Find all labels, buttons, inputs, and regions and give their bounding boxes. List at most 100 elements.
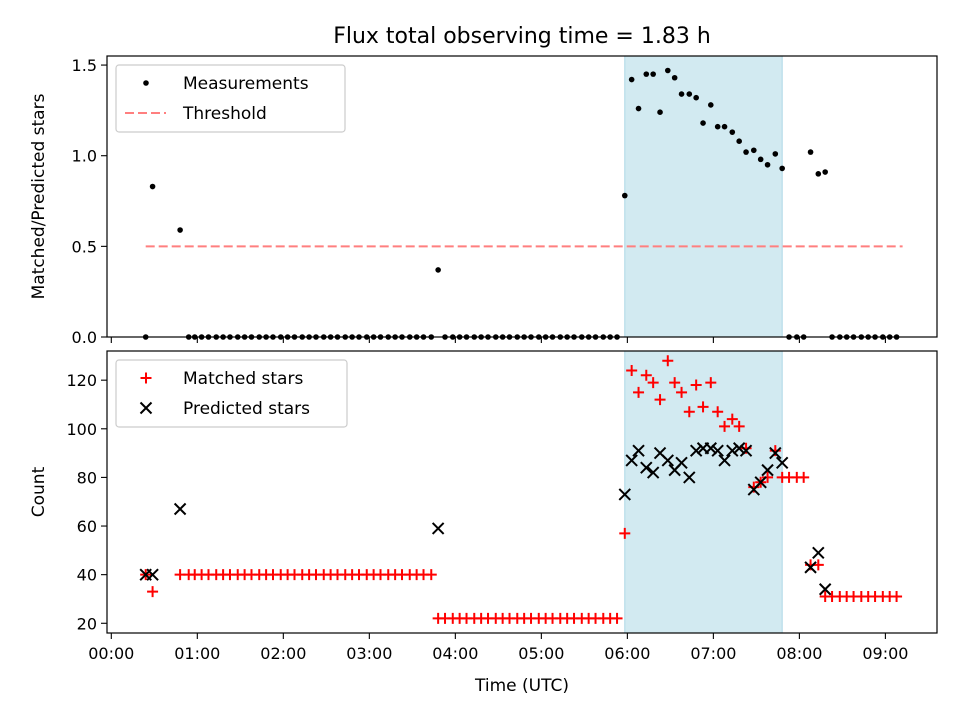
x-tick-label: 06:00 bbox=[604, 644, 650, 663]
measurement-point bbox=[177, 227, 183, 233]
x-tick-label: 01:00 bbox=[174, 644, 220, 663]
bottom-panel: 20 40 60 80 100 120 00:00 01:00 02:00 03:00 04:00… bbox=[29, 350, 938, 696]
legend-label: Matched stars bbox=[183, 369, 303, 389]
matched-star-point bbox=[712, 406, 724, 418]
y-tick-label: 0.0 bbox=[72, 328, 97, 347]
x-tick-label: 09:00 bbox=[862, 644, 908, 663]
measurement-point bbox=[822, 169, 828, 175]
measurement-point bbox=[815, 171, 822, 177]
bottom-x-ticks: 00:00 01:00 02:00 03:00 04:00 05:00 06:00 07:00… bbox=[88, 633, 908, 663]
predicted-star-point bbox=[661, 454, 674, 467]
matched-star-point bbox=[697, 401, 709, 413]
predicted-star-point bbox=[769, 446, 782, 460]
predicted-star-point bbox=[754, 476, 767, 489]
matched-star-point bbox=[633, 386, 645, 398]
x-axis-label: Time (UTC) bbox=[474, 676, 569, 696]
predicted-star-point bbox=[739, 444, 753, 457]
measurement-point bbox=[657, 109, 663, 115]
legend-box bbox=[115, 64, 346, 133]
predicted-star-point bbox=[646, 466, 660, 479]
y-tick-label: 0.5 bbox=[72, 237, 97, 256]
top-panel: 0.0 0.5 1.0 1.5 Matched/Predicted stars Mea… bbox=[29, 55, 938, 347]
measurement-point bbox=[686, 91, 693, 97]
matched-star-point bbox=[669, 377, 681, 389]
legend-label: Measurements bbox=[183, 74, 309, 94]
predicted-star-point bbox=[632, 444, 645, 457]
predicted-star-point bbox=[640, 461, 653, 474]
legend-matched-marker bbox=[140, 372, 152, 384]
matched-star-point bbox=[690, 379, 702, 391]
top-y-ticks: 0.0 0.5 1.0 1.5 bbox=[72, 56, 107, 347]
predicted-star-point bbox=[431, 522, 445, 535]
measurement-point bbox=[807, 149, 814, 155]
legend-predicted-marker bbox=[139, 401, 153, 415]
y-tick-label: 60 bbox=[77, 517, 97, 536]
matched-star-point bbox=[726, 413, 738, 425]
x-tick-label: 04:00 bbox=[432, 644, 478, 663]
predicted-star-point bbox=[625, 454, 638, 467]
legend-measurement-marker bbox=[143, 80, 149, 86]
matched-star-point bbox=[662, 355, 674, 367]
chart-title: Flux total observing time = 1.83 h bbox=[333, 24, 711, 49]
matched-star-point bbox=[891, 591, 903, 603]
matched-star-point bbox=[812, 559, 824, 571]
matched-star-point bbox=[798, 471, 810, 483]
matched-star-point bbox=[705, 377, 717, 389]
predicted-star-point bbox=[675, 456, 688, 470]
predicted-star-point bbox=[683, 471, 696, 484]
predicted-star-point bbox=[173, 502, 187, 516]
measurement-point bbox=[714, 123, 721, 130]
top-y-axis-label: Matched/Predicted stars bbox=[29, 93, 49, 299]
predicted-star-point bbox=[689, 444, 703, 457]
measurement-point bbox=[729, 129, 736, 135]
matched-star-point bbox=[619, 527, 631, 539]
bottom-y-ticks: 20 40 60 80 100 120 bbox=[66, 371, 107, 633]
predicted-stars-series bbox=[139, 442, 832, 596]
matched-star-point bbox=[654, 394, 666, 406]
measurement-point bbox=[707, 102, 714, 108]
bottom-observing-span bbox=[624, 350, 783, 634]
measurement-point bbox=[700, 120, 706, 126]
measurement-point bbox=[757, 156, 764, 163]
measurement-point bbox=[643, 71, 650, 77]
y-tick-label: 80 bbox=[77, 468, 97, 487]
x-tick-label: 08:00 bbox=[776, 644, 822, 663]
measurement-point bbox=[435, 267, 441, 273]
measurement-point bbox=[149, 183, 156, 190]
predicted-star-point bbox=[718, 454, 731, 467]
predicted-star-point bbox=[812, 546, 825, 559]
predicted-star-point bbox=[146, 568, 159, 581]
bottom-legend: Matched stars Predicted stars bbox=[115, 359, 348, 428]
matched-star-point bbox=[683, 406, 695, 418]
predicted-star-point bbox=[761, 463, 774, 477]
top-axes-frame bbox=[106, 55, 938, 338]
measurement-point bbox=[650, 71, 656, 77]
bottom-axes-frame bbox=[106, 350, 938, 634]
measurement-point bbox=[736, 138, 742, 145]
matched-star-point bbox=[611, 612, 623, 624]
predicted-star-point bbox=[704, 442, 718, 455]
measurement-point bbox=[743, 149, 749, 155]
predicted-star-point bbox=[818, 583, 832, 596]
measurement-point bbox=[693, 94, 699, 101]
legend-label: Threshold bbox=[182, 104, 267, 124]
measurement-point bbox=[750, 147, 757, 154]
matched-star-point bbox=[626, 364, 638, 376]
y-tick-label: 100 bbox=[66, 420, 97, 439]
top-legend: Measurements Threshold bbox=[115, 64, 346, 133]
x-tick-label: 05:00 bbox=[518, 644, 564, 663]
x-tick-label: 00:00 bbox=[88, 644, 134, 663]
matched-stars-series bbox=[140, 355, 903, 624]
measurement-point bbox=[664, 67, 671, 74]
matched-star-point bbox=[640, 369, 652, 381]
legend-label: Predicted stars bbox=[183, 399, 310, 419]
bottom-y-axis-label: Count bbox=[29, 466, 49, 517]
measurement-point bbox=[721, 123, 728, 130]
y-tick-label: 1.5 bbox=[72, 56, 97, 75]
matched-star-point bbox=[425, 569, 437, 581]
predicted-star-point bbox=[711, 444, 724, 457]
measurement-point bbox=[635, 105, 642, 112]
y-tick-label: 20 bbox=[77, 614, 97, 633]
y-tick-label: 120 bbox=[66, 371, 97, 390]
